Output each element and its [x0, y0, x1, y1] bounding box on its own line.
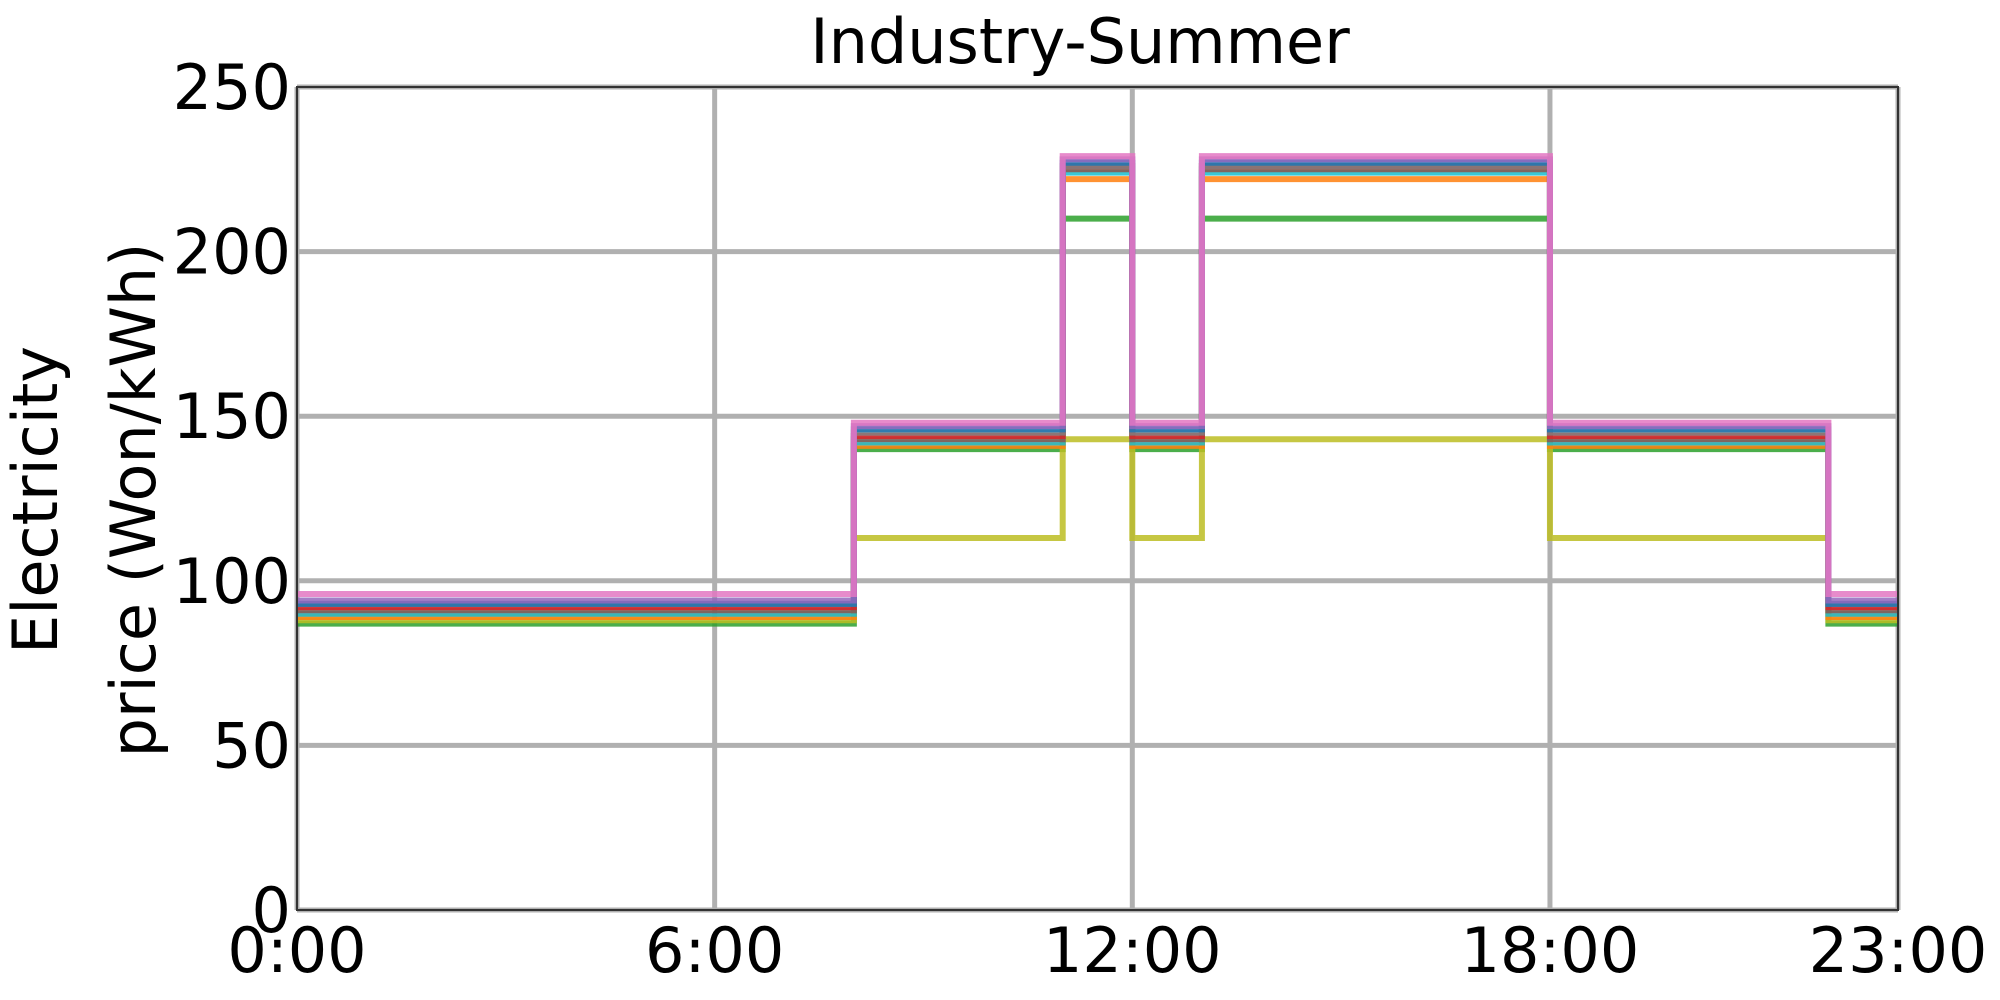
x-tick-label-3: 18:00 [1461, 914, 1640, 987]
series-line-6 [297, 163, 1898, 607]
series-line-8 [297, 156, 1898, 604]
series-line-9 [297, 153, 1898, 597]
x-tick-label-1: 6:00 [645, 914, 784, 987]
series-line-1 [297, 436, 1898, 624]
y-tick-label-0: 0 [252, 874, 291, 947]
y-tick-label-4: 200 [173, 216, 291, 289]
y-axis-label-line-2: price (Won/kWh) [97, 243, 170, 758]
y-tick-label-3: 150 [173, 380, 291, 453]
y-tick-labels: 0 50 100 150 200 250 [173, 51, 291, 947]
series-line-3 [297, 169, 1898, 617]
series-group [297, 153, 1898, 627]
series-line-7 [297, 159, 1898, 607]
x-tick-label-4: 23:00 [1809, 914, 1988, 987]
x-tick-label-0: 0:00 [227, 914, 366, 987]
series-line-0 [297, 215, 1898, 627]
series-line-5 [297, 163, 1898, 611]
y-tick-label-2: 100 [173, 545, 291, 618]
x-tick-labels: 0:00 6:00 12:00 18:00 23:00 [227, 914, 1987, 987]
grid [294, 84, 1901, 913]
plot-frame [296, 86, 1899, 911]
x-tick-label-2: 12:00 [1043, 914, 1222, 987]
y-axis-label: Electricity price (Won/kWh) [0, 243, 170, 758]
series-line-4 [297, 166, 1898, 614]
chart-title: Industry-Summer [810, 5, 1350, 78]
series-line-2 [297, 176, 1898, 621]
y-tick-label-5: 250 [173, 51, 291, 124]
y-tick-label-1: 50 [212, 709, 291, 782]
y-axis-label-line-1: Electricity [0, 346, 72, 654]
